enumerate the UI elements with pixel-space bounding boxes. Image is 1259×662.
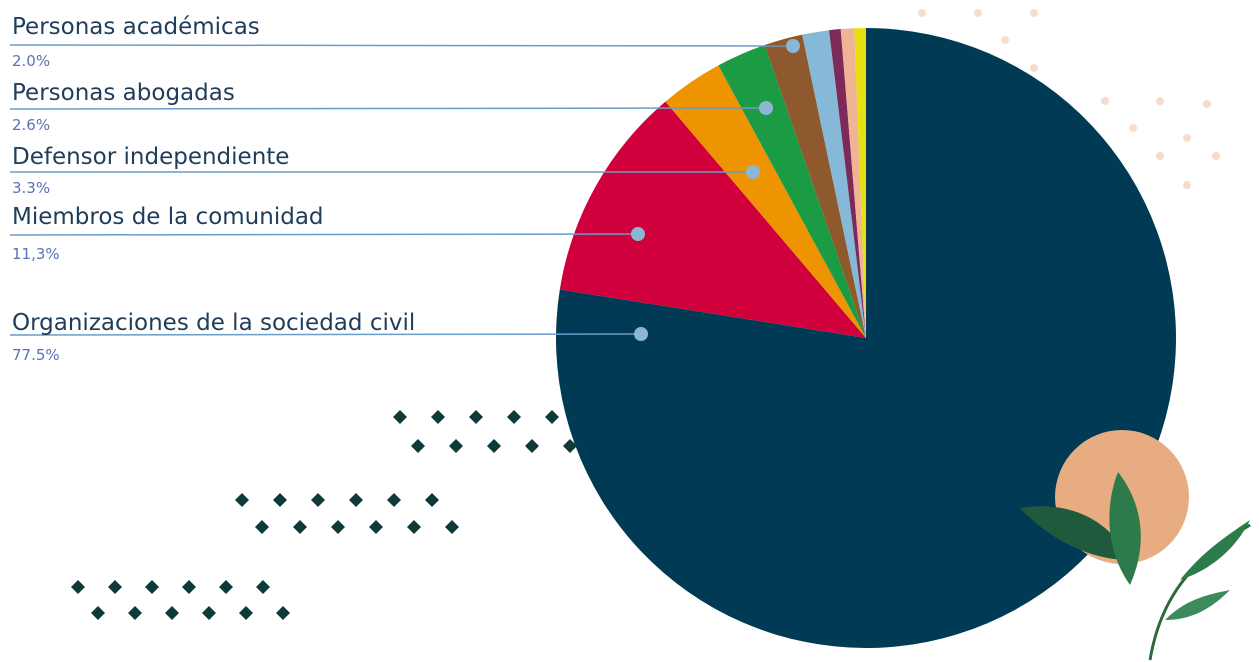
category-label: Organizaciones de la sociedad civil bbox=[12, 310, 415, 336]
pie-slice bbox=[556, 28, 1176, 648]
pie-slice bbox=[718, 45, 866, 338]
pie-slice bbox=[802, 30, 866, 339]
leader-line bbox=[9, 333, 642, 336]
value-label: 77.5% bbox=[12, 346, 60, 364]
value-label: 2.0% bbox=[12, 52, 50, 70]
decoration bbox=[1020, 430, 1251, 661]
leader-line bbox=[9, 44, 794, 47]
pie-slice bbox=[764, 34, 866, 338]
value-label: 3.3% bbox=[12, 179, 50, 197]
pie bbox=[556, 28, 1176, 648]
decoration bbox=[918, 9, 1220, 189]
leader-line bbox=[9, 233, 639, 236]
value-label: 11,3% bbox=[12, 245, 60, 263]
decoration bbox=[71, 410, 597, 620]
pie-slice bbox=[840, 28, 866, 338]
leader-dot bbox=[759, 101, 773, 115]
leader-dot bbox=[634, 327, 648, 341]
pie-slice bbox=[665, 65, 866, 339]
leader-dot bbox=[746, 165, 760, 179]
leader-dot bbox=[631, 227, 645, 241]
leader-dot bbox=[786, 39, 800, 53]
value-label: 2.6% bbox=[12, 116, 50, 134]
category-label: Defensor independiente bbox=[12, 144, 289, 170]
leader-line bbox=[9, 107, 767, 110]
pie-slice bbox=[854, 28, 866, 338]
pie-slice bbox=[829, 29, 866, 338]
pie-slice bbox=[559, 101, 866, 338]
category-label: Personas abogadas bbox=[12, 80, 235, 106]
labels: Organizaciones de la sociedad civil 77.5%… bbox=[9, 14, 800, 364]
category-label: Personas académicas bbox=[12, 14, 260, 40]
category-label: Miembros de la comunidad bbox=[12, 204, 324, 230]
